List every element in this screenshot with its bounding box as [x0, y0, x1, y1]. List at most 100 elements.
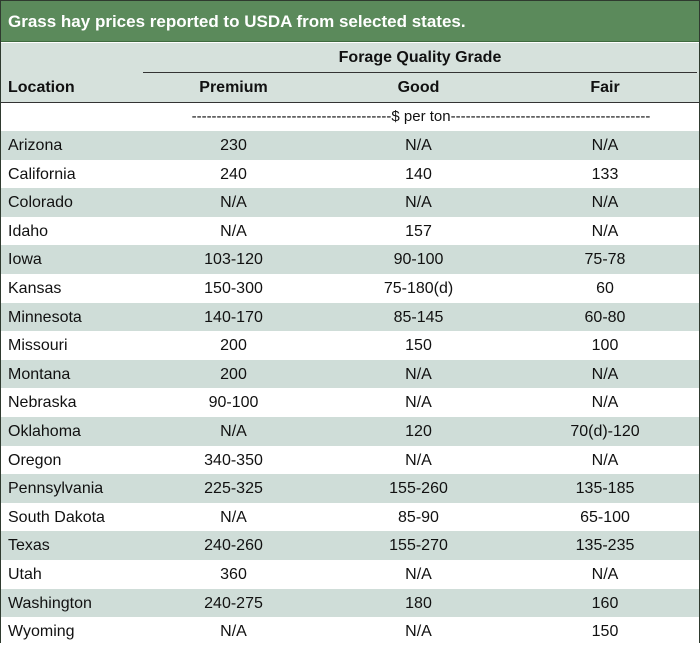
forage-quality-grade-header: Forage Quality Grade	[338, 49, 502, 66]
premium-cell: N/A	[220, 194, 247, 212]
fair-cell: 60-80	[584, 308, 626, 326]
column-header-location: Location	[8, 79, 75, 96]
premium-cell: N/A	[220, 623, 247, 641]
location-cell: Washington	[8, 594, 92, 612]
premium-cell: 103-120	[204, 251, 263, 269]
good-cell: 150	[405, 337, 432, 355]
premium-cell: N/A	[220, 222, 247, 240]
good-cell: 140	[405, 165, 432, 183]
good-cell: 75-180(d)	[383, 279, 454, 297]
header-rule	[1, 102, 699, 103]
units-row: ----------------------------------------…	[1, 103, 699, 131]
premium-cell: 90-100	[208, 394, 259, 412]
location-cell: California	[8, 165, 76, 183]
good-cell: 85-90	[398, 508, 439, 526]
table-row: Washington 240-275 180 160	[1, 588, 699, 618]
location-cell: South Dakota	[8, 508, 105, 526]
location-cell: Missouri	[8, 337, 68, 355]
column-header-good: Good	[397, 79, 440, 96]
fair-cell: 150	[591, 623, 619, 641]
good-cell: 120	[405, 422, 432, 440]
good-cell: N/A	[405, 623, 432, 641]
table-row: Iowa 103-120 90-100 75-78	[1, 245, 699, 274]
table-row: Montana 200 N/A N/A	[1, 359, 699, 389]
good-cell: N/A	[405, 394, 432, 412]
premium-cell: 240-260	[204, 537, 263, 555]
fair-cell: N/A	[591, 394, 619, 412]
table-row: California 240 140 133	[1, 159, 699, 189]
fair-cell: 65-100	[580, 508, 630, 526]
location-cell: Kansas	[8, 279, 62, 297]
table-body: Arizona 230 N/A N/A California 240 140 133 Color…	[1, 131, 699, 646]
fair-cell: 135-235	[575, 537, 635, 555]
location-cell: Oregon	[8, 451, 62, 469]
units-label: ----------------------------------------…	[191, 108, 651, 125]
good-cell: 155-270	[389, 537, 448, 555]
good-cell: N/A	[405, 451, 432, 469]
fair-cell: N/A	[591, 194, 619, 212]
good-cell: N/A	[405, 137, 432, 154]
location-cell: Montana	[8, 365, 71, 383]
premium-cell: 340-350	[204, 451, 263, 469]
fair-cell: 100	[591, 337, 619, 355]
location-cell: Oklahoma	[8, 422, 81, 440]
premium-cell: N/A	[220, 422, 247, 440]
location-cell: Arizona	[8, 137, 63, 154]
fair-cell: 60	[596, 279, 614, 297]
good-cell: 155-260	[389, 480, 448, 498]
table-row: Idaho N/A 157 N/A	[1, 216, 699, 246]
table-row: Minnesota 140-170 85-145 60-80	[1, 302, 699, 332]
table-row: Utah 360 N/A N/A	[1, 559, 699, 589]
good-cell: 85-145	[393, 308, 444, 326]
good-cell: 180	[405, 594, 432, 612]
good-cell: N/A	[405, 365, 432, 383]
fair-cell: 70(d)-120	[570, 422, 640, 440]
table-row: South Dakota N/A 85-90 65-100	[1, 502, 699, 532]
premium-cell: 360	[220, 565, 247, 583]
premium-cell: 150-300	[204, 279, 263, 297]
location-cell: Iowa	[8, 251, 42, 269]
table-title: Grass hay prices reported to USDA from s…	[1, 1, 699, 42]
table-row: Kansas 150-300 75-180(d) 60	[1, 273, 699, 303]
location-cell: Pennsylvania	[8, 480, 104, 498]
good-cell: 157	[405, 222, 432, 240]
premium-cell: N/A	[220, 508, 247, 526]
fair-cell: N/A	[591, 365, 619, 383]
location-cell: Texas	[8, 537, 50, 555]
premium-cell: 240	[220, 165, 247, 183]
table-row: Oklahoma N/A 120 70(d)-120	[1, 416, 699, 446]
premium-cell: 200	[220, 337, 247, 355]
table-row: Pennsylvania 225-325 155-260 135-185	[1, 474, 699, 503]
premium-cell: 240-275	[204, 594, 263, 612]
location-cell: Minnesota	[8, 308, 82, 326]
premium-cell: 140-170	[204, 308, 263, 326]
premium-cell: 200	[220, 365, 247, 383]
fair-cell: 133	[591, 165, 619, 183]
location-cell: Wyoming	[8, 623, 75, 641]
good-cell: N/A	[405, 565, 432, 583]
location-cell: Nebraska	[8, 394, 77, 412]
table-row: Missouri 200 150 100	[1, 331, 699, 360]
fair-cell: N/A	[591, 137, 619, 154]
table-row: Wyoming N/A N/A 150	[1, 617, 699, 646]
premium-cell: 225-325	[204, 480, 263, 498]
column-header-fair: Fair	[590, 79, 620, 96]
location-cell: Colorado	[8, 194, 73, 212]
fair-cell: 160	[591, 594, 619, 612]
fair-cell: 75-78	[584, 251, 626, 269]
good-cell: N/A	[405, 194, 432, 212]
table-header: Forage Quality Grade Location Premium Go…	[1, 43, 699, 102]
table-row: Oregon 340-350 N/A N/A	[1, 445, 699, 475]
fair-cell: 135-185	[575, 480, 635, 498]
table-row: Nebraska 90-100 N/A N/A	[1, 388, 699, 417]
table-row: Texas 240-260 155-270 135-235	[1, 531, 699, 560]
location-cell: Idaho	[8, 222, 49, 240]
table-row: Arizona 230 N/A N/A	[1, 131, 699, 160]
group-header-rule	[143, 72, 697, 73]
fair-cell: N/A	[591, 565, 619, 583]
good-cell: 90-100	[393, 251, 444, 269]
column-header-premium: Premium	[199, 79, 268, 96]
premium-cell: 230	[220, 137, 247, 154]
location-cell: Utah	[8, 565, 42, 583]
